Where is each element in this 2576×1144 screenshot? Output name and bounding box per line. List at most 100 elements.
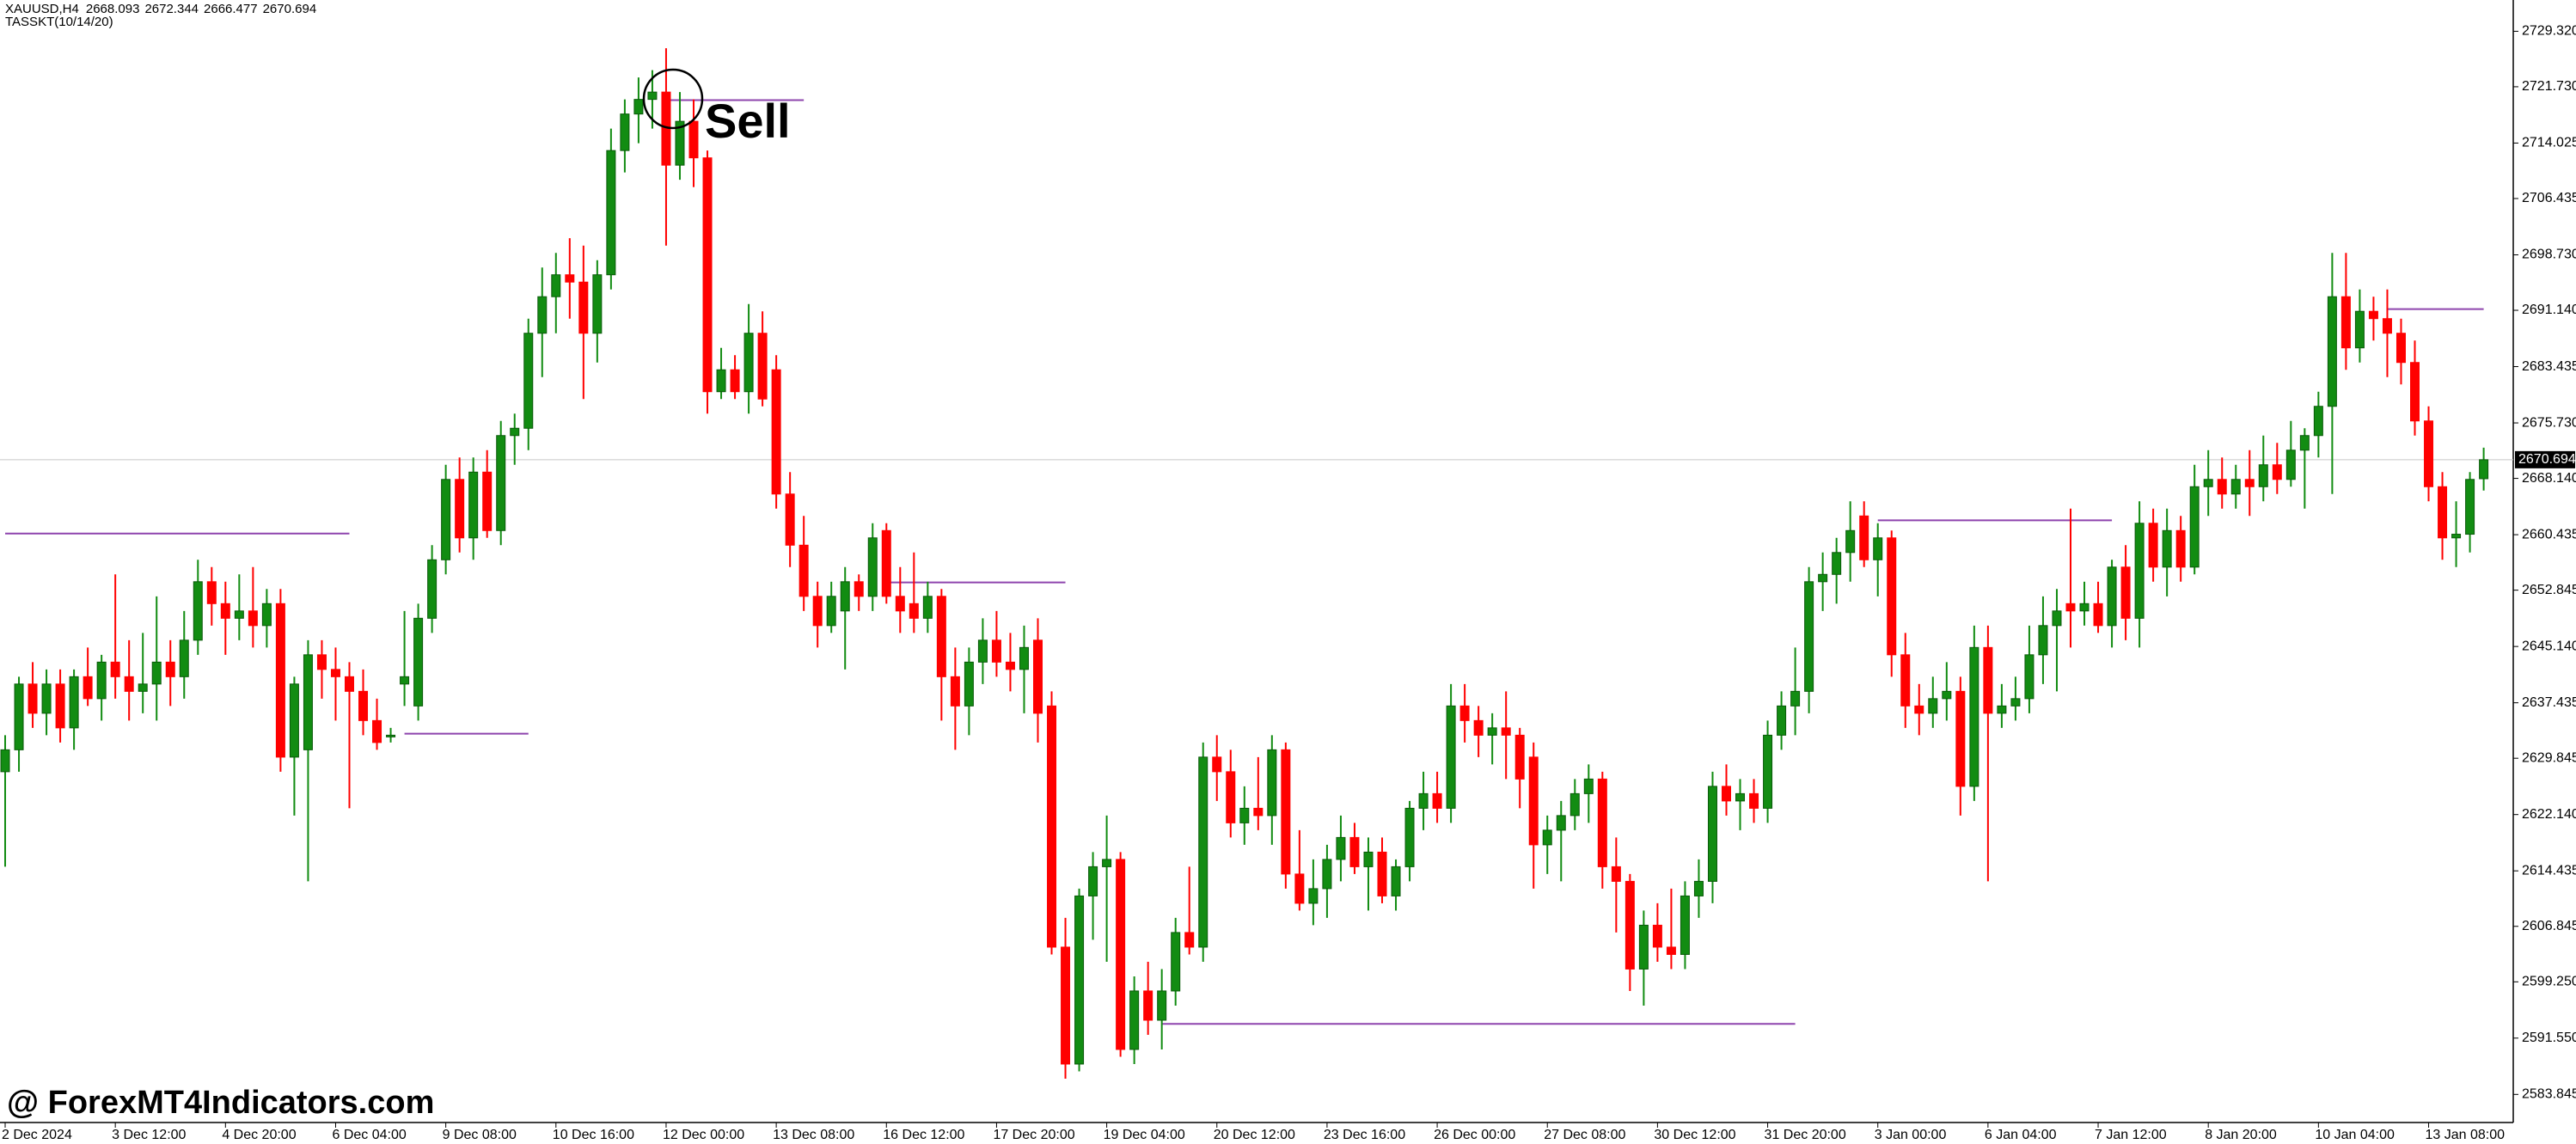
candle-body — [1501, 727, 1511, 736]
y-tick-label: 2583.845 — [2522, 1087, 2576, 1102]
candle-body — [1253, 807, 1264, 817]
candle-body — [193, 581, 203, 641]
candle-body — [1983, 646, 1993, 714]
candle-body — [578, 281, 589, 334]
sell-annotation: Sell — [705, 94, 791, 148]
candle-body — [69, 676, 79, 729]
candle-body — [1818, 573, 1828, 583]
candle-body — [1680, 895, 1690, 955]
candle-body — [1928, 698, 1938, 714]
candle-body — [110, 661, 120, 677]
candle-body — [633, 99, 644, 115]
candle-body — [565, 274, 575, 283]
candle-body — [1859, 515, 1869, 560]
candle-body — [1033, 639, 1043, 714]
candle-body — [2107, 566, 2117, 627]
candle-body — [1611, 866, 1621, 882]
candle-body — [2079, 603, 2090, 612]
candle-body — [1198, 756, 1208, 948]
candle-body — [386, 734, 396, 737]
candle-body — [2368, 310, 2378, 320]
candle-body — [881, 529, 891, 597]
candle-body — [647, 91, 658, 101]
candle-body — [2313, 406, 2323, 437]
candle-body — [316, 654, 327, 670]
y-tick-label: 2599.250 — [2522, 975, 2576, 989]
candle-body — [1308, 888, 1319, 904]
candle-body — [1143, 990, 1153, 1021]
candle-body — [1377, 851, 1387, 896]
candle-body — [138, 683, 148, 692]
candle-body — [2340, 296, 2351, 349]
plot-area — [0, 48, 2513, 1079]
symbol: XAUUSD,H4 — [5, 2, 79, 16]
candle-body — [179, 639, 189, 677]
candle-body — [1873, 537, 1883, 560]
candle-body — [1652, 924, 1662, 948]
candle-body — [1777, 705, 1787, 736]
header-line: XAUUSD,H4 2668.093 2672.344 2666.477 2670.69… — [5, 2, 316, 16]
candle-body — [1446, 705, 1456, 809]
candle-body — [427, 559, 437, 619]
x-tick-label: 26 Dec 00:00 — [1434, 1128, 1515, 1142]
y-tick-label: 2698.730 — [2522, 248, 2576, 262]
x-tick-label: 6 Dec 04:00 — [332, 1128, 406, 1142]
candle-body — [1722, 786, 1731, 802]
candle-body — [468, 471, 479, 539]
candle-body — [1088, 866, 1098, 896]
candle-body — [55, 683, 65, 729]
candle-body — [1790, 690, 1801, 707]
x-tick-label: 2 Dec 2024 — [2, 1128, 72, 1142]
y-tick-label: 2606.845 — [2522, 919, 2576, 933]
candle-body — [2010, 698, 2021, 707]
candle-body — [1804, 581, 1814, 692]
x-tick-label: 9 Dec 08:00 — [443, 1128, 517, 1142]
x-tick-label: 13 Jan 08:00 — [2426, 1128, 2506, 1142]
candle-body — [1556, 815, 1566, 831]
candle-body — [909, 603, 919, 619]
x-tick-label: 19 Dec 04:00 — [1104, 1128, 1185, 1142]
candle-body — [1514, 734, 1525, 780]
candle-body — [248, 610, 258, 627]
candle-body — [826, 596, 836, 627]
y-tick-label: 2675.730 — [2522, 415, 2576, 430]
candle-body — [1047, 705, 1057, 948]
candle-body — [771, 369, 781, 495]
candle-body — [1102, 859, 1112, 867]
candle-body — [1914, 705, 1924, 714]
candle-body — [922, 596, 933, 619]
candle-body — [606, 150, 616, 276]
candle-body — [551, 274, 561, 297]
candle-body — [1212, 756, 1222, 773]
candle-body — [936, 596, 946, 677]
candle-body — [2465, 479, 2475, 535]
candle-body — [1349, 836, 1360, 867]
candle-body — [1845, 529, 1856, 554]
candle-body — [2410, 362, 2420, 422]
candle-body — [1969, 646, 1979, 787]
y-tick-label: 2721.730 — [2522, 79, 2576, 94]
y-tick-label: 2637.435 — [2522, 695, 2576, 710]
candle-body — [510, 427, 520, 437]
candle-body — [2065, 603, 2076, 612]
candle-body — [2175, 529, 2186, 568]
candle-body — [2327, 296, 2337, 407]
candle-body — [1735, 792, 1746, 802]
candle-body — [2148, 523, 2158, 568]
candle-body — [1900, 654, 1911, 707]
candle-body — [1184, 932, 1195, 948]
candle-body — [702, 157, 713, 393]
candle-body — [234, 610, 244, 619]
candle-body — [1832, 552, 1842, 575]
candle-body — [1693, 880, 1704, 896]
candle-body — [1887, 537, 1897, 656]
candle-body — [812, 596, 823, 627]
candle-body — [2354, 310, 2365, 349]
candle-body — [2162, 529, 2172, 568]
y-tick-label: 2714.025 — [2522, 136, 2576, 150]
candle-body — [1363, 851, 1374, 867]
candle-body — [730, 369, 740, 393]
y-tick-label: 2706.435 — [2522, 191, 2576, 205]
candle-body — [2120, 566, 2131, 619]
candle-body — [413, 617, 424, 707]
